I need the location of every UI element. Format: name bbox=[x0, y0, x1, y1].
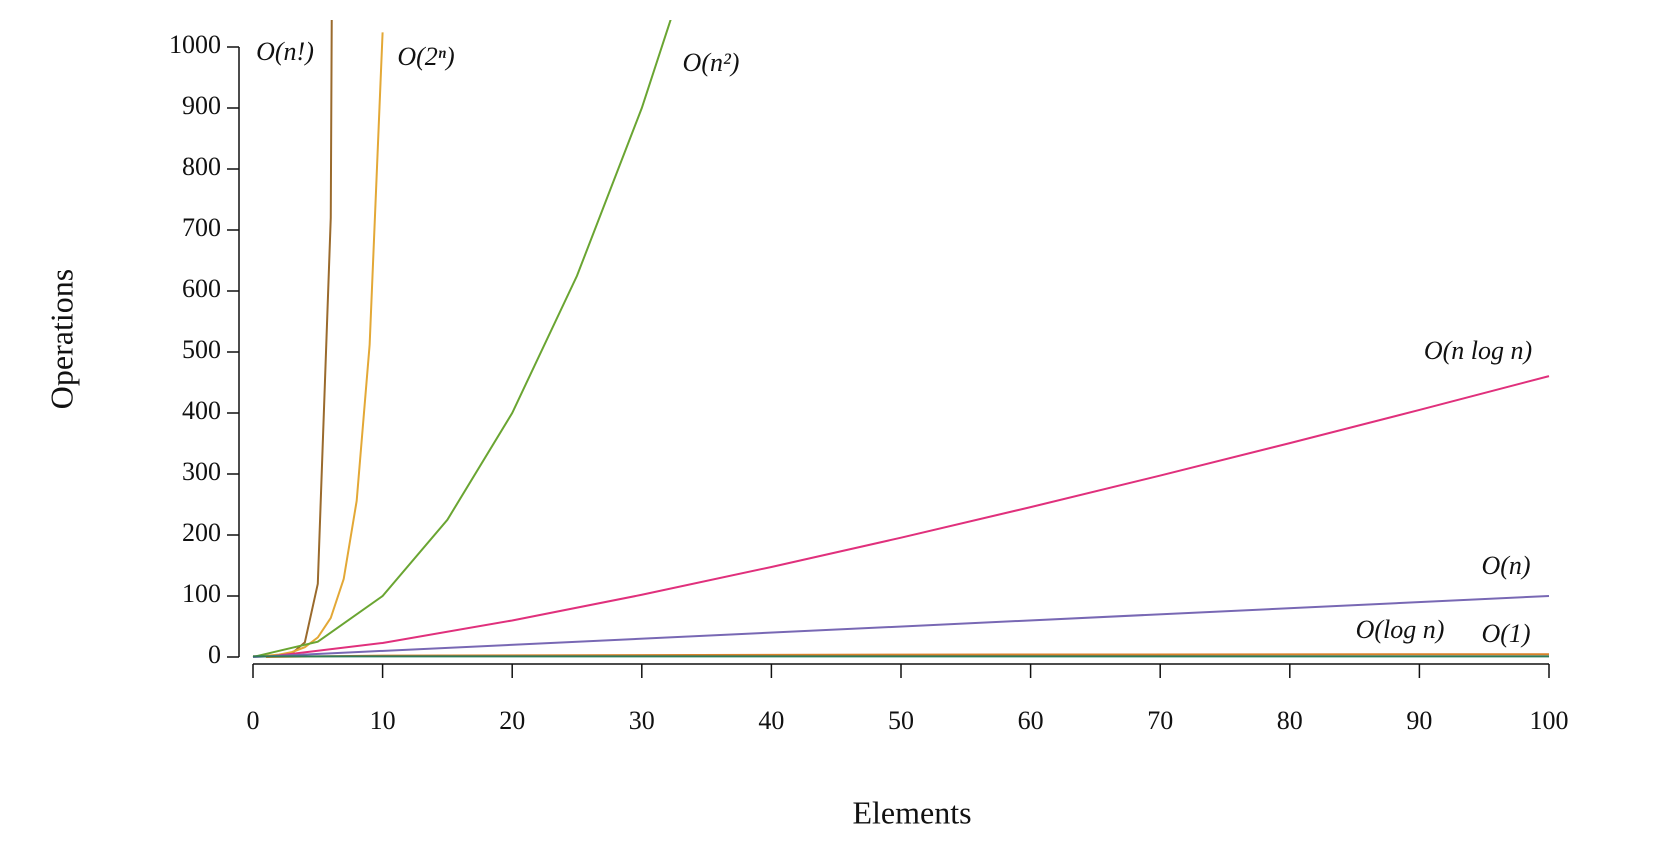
series-label: O(2ⁿ) bbox=[397, 42, 454, 71]
y-tick-label: 800 bbox=[182, 152, 221, 181]
y-tick-label: 500 bbox=[182, 335, 221, 364]
series-line bbox=[252, 20, 672, 658]
y-tick-label: 600 bbox=[182, 274, 221, 303]
x-tick-label: 10 bbox=[370, 706, 396, 735]
x-tick-label: 40 bbox=[758, 706, 784, 735]
series-line bbox=[253, 20, 333, 658]
series-line bbox=[265, 375, 1550, 658]
y-tick-label: 200 bbox=[182, 518, 221, 547]
y-tick-label: 900 bbox=[182, 91, 221, 120]
series-label: O(n) bbox=[1481, 551, 1530, 580]
y-tick-label: 300 bbox=[182, 457, 221, 486]
y-axis-label: Operations bbox=[43, 269, 79, 409]
series-label: O(n!) bbox=[256, 37, 314, 66]
series-label: O(log n) bbox=[1356, 615, 1445, 644]
series-line bbox=[252, 595, 1550, 658]
x-tick-label: 60 bbox=[1018, 706, 1044, 735]
x-tick-label: 50 bbox=[888, 706, 914, 735]
y-tick-label: 1000 bbox=[169, 30, 221, 59]
x-tick-label: 90 bbox=[1406, 706, 1432, 735]
x-tick-label: 70 bbox=[1147, 706, 1173, 735]
series-label: O(n²) bbox=[683, 48, 740, 77]
series-label: O(1) bbox=[1481, 619, 1530, 648]
x-axis-label: Elements bbox=[852, 794, 971, 830]
y-tick-label: 400 bbox=[182, 396, 221, 425]
x-tick-label: 80 bbox=[1277, 706, 1303, 735]
y-tick-label: 700 bbox=[182, 213, 221, 242]
x-tick-label: 30 bbox=[629, 706, 655, 735]
x-tick-label: 20 bbox=[499, 706, 525, 735]
x-tick-label: 100 bbox=[1530, 706, 1569, 735]
y-tick-label: 0 bbox=[208, 640, 221, 669]
y-tick-label: 100 bbox=[182, 579, 221, 608]
series-label: O(n log n) bbox=[1424, 336, 1532, 365]
x-tick-label: 0 bbox=[247, 706, 260, 735]
